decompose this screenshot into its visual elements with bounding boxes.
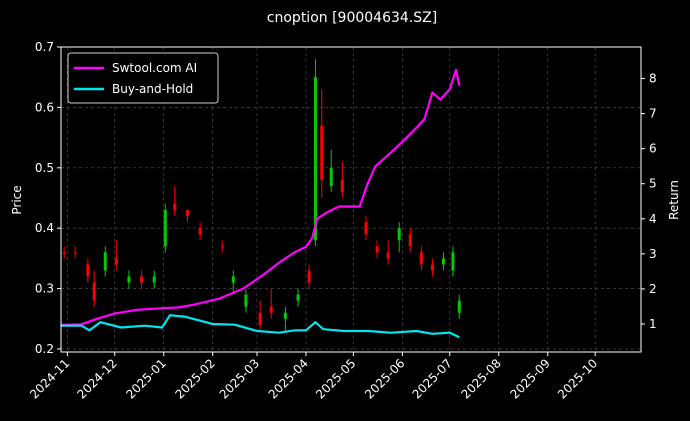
- candle-body: [269, 306, 273, 313]
- candles: [62, 59, 461, 331]
- candle-body: [244, 294, 248, 307]
- candle-body: [340, 179, 344, 192]
- legend-label-hold: Buy-and-Hold: [112, 82, 193, 96]
- candle-body: [127, 276, 131, 283]
- candle-body: [408, 234, 412, 247]
- y-tick-label-right: 2: [649, 282, 657, 296]
- y-tick-label-left: 0.7: [35, 40, 54, 54]
- y-axis-label-left: Price: [10, 185, 24, 214]
- candle-body: [258, 312, 262, 325]
- y-tick-label-left: 0.3: [35, 282, 54, 296]
- y-tick-label-right: 7: [649, 107, 657, 121]
- y-tick-label-right: 6: [649, 142, 657, 156]
- series-line-hold: [61, 314, 460, 339]
- chart-title: cnoption [90004634.SZ]: [267, 10, 437, 26]
- candle-body: [375, 246, 379, 253]
- y-tick-label-left: 0.6: [35, 100, 54, 114]
- legend: Swtool.com AI Buy-and-Hold: [67, 52, 219, 104]
- candle-body: [220, 246, 224, 248]
- candle-body: [430, 264, 434, 271]
- y-tick-label-right: 4: [649, 212, 657, 226]
- candle-body: [441, 258, 445, 265]
- legend-frame: [67, 52, 219, 104]
- y-tick-label-left: 0.2: [35, 342, 54, 356]
- candle-body: [152, 276, 156, 283]
- candle-body: [320, 125, 324, 180]
- candle-body: [92, 282, 96, 301]
- y-tick-label-right: 1: [649, 317, 657, 331]
- candle-body: [103, 252, 107, 271]
- y-tick-label-right: 3: [649, 247, 657, 261]
- legend-label-ai: Swtool.com AI: [112, 61, 197, 75]
- candle-body: [307, 270, 311, 283]
- y-tick-label-right: 8: [649, 72, 657, 86]
- series-line-ai: [60, 68, 461, 327]
- candle-body: [364, 222, 368, 235]
- candle-body: [283, 312, 287, 319]
- y-tick-label-right: 5: [649, 177, 657, 191]
- candle-body: [185, 210, 189, 217]
- candle-body: [451, 252, 455, 271]
- candle-body: [329, 167, 333, 186]
- candle-body: [140, 276, 144, 283]
- candle-body: [198, 228, 202, 235]
- candle-body: [73, 252, 77, 254]
- candle-body: [296, 294, 300, 301]
- candle-body: [397, 228, 401, 241]
- series-lines: [60, 68, 461, 339]
- candle-body: [457, 300, 461, 313]
- y-tick-label-left: 0.5: [35, 161, 54, 175]
- candle-body: [231, 276, 235, 283]
- candle-body: [419, 252, 423, 265]
- candle-body: [114, 258, 118, 265]
- plot-frame: [60, 46, 642, 353]
- candle-body: [62, 252, 66, 254]
- y-axis-label-right: Return: [667, 180, 681, 220]
- candle-body: [163, 210, 167, 247]
- candle-body: [173, 204, 177, 211]
- candle-body: [313, 77, 317, 241]
- y-tick-label-left: 0.4: [35, 221, 54, 235]
- candle-body: [86, 264, 90, 277]
- candle-body: [386, 252, 390, 259]
